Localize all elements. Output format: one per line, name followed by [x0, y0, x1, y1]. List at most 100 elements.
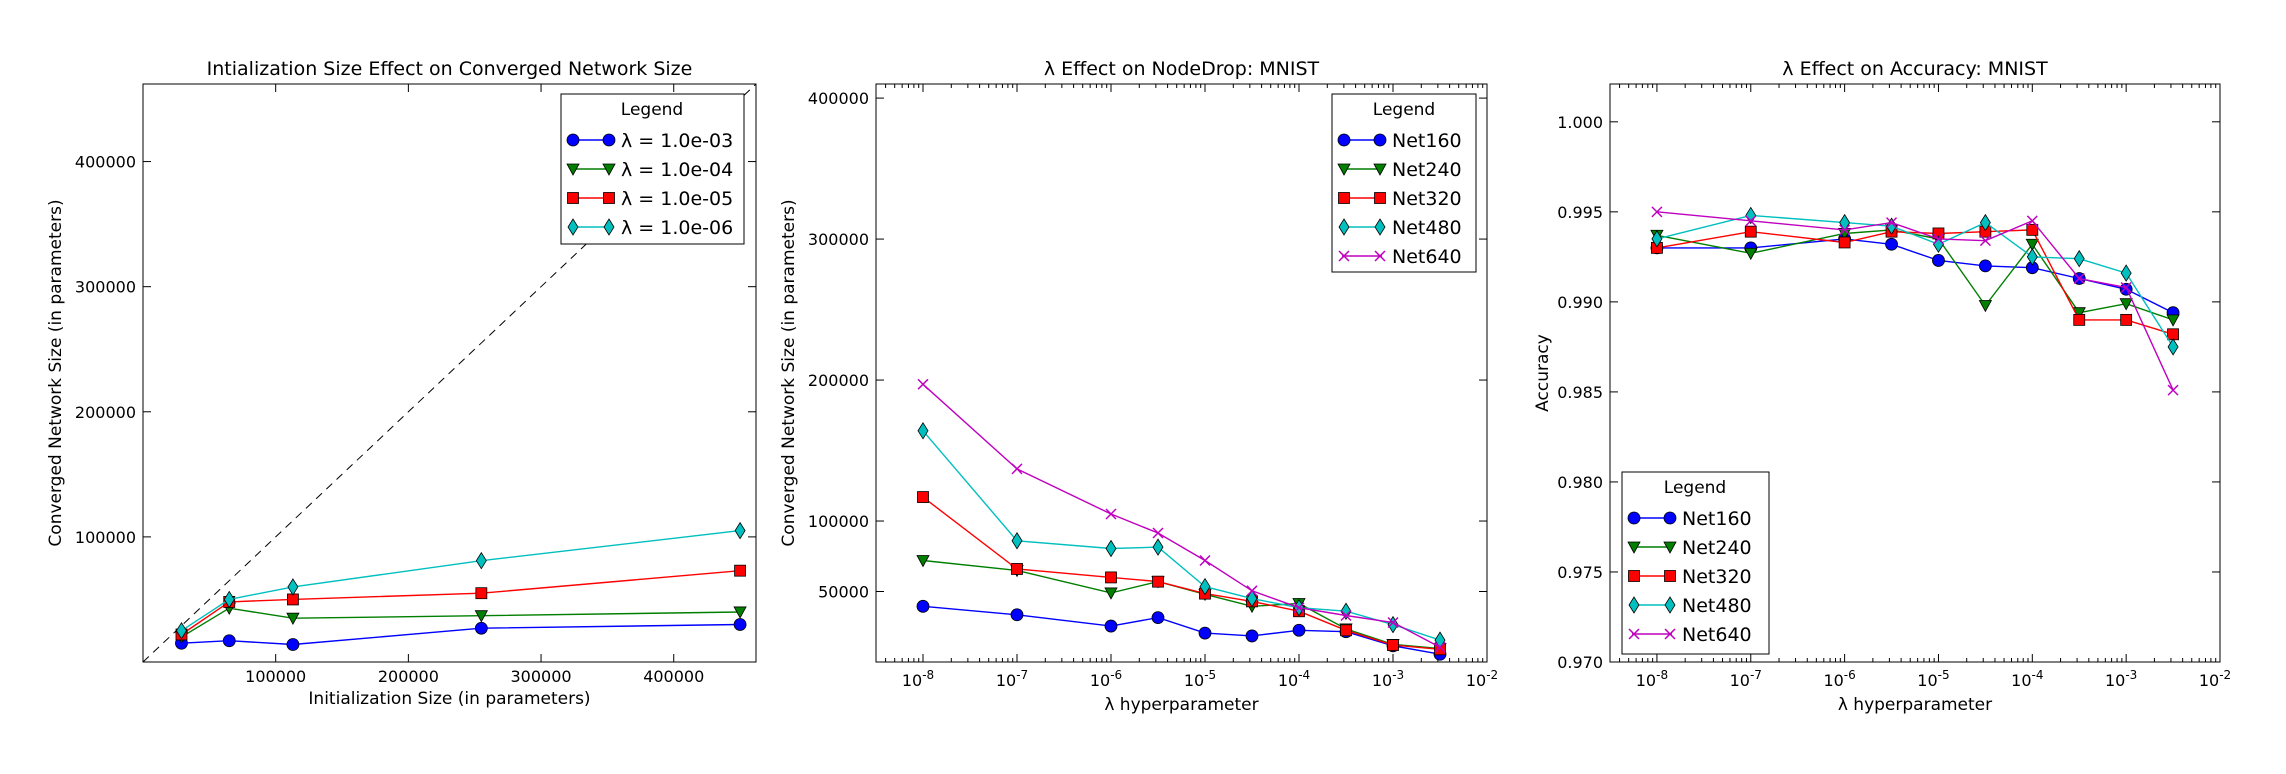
x-tick-label: 10-5 [1917, 668, 1949, 690]
data-point [1387, 616, 1399, 629]
data-point [1932, 233, 1944, 245]
legend-item: Net240 [1337, 159, 1462, 181]
y-tick-label: 100000 [75, 528, 136, 547]
data-point [2119, 282, 2133, 296]
legend-label: Net640 [1392, 246, 1462, 268]
data-point [1011, 463, 1023, 475]
data-point [2167, 338, 2179, 356]
data-point [2120, 313, 2133, 326]
x-tick-label: 10-2 [2199, 668, 2231, 690]
legend-marker [1338, 192, 1350, 204]
data-point [1744, 247, 1758, 261]
legend-marker [566, 133, 580, 147]
series-line [1656, 229, 2174, 321]
legend-label: Net320 [1682, 566, 1752, 588]
data-point [1979, 213, 1991, 232]
x-tick-base: 10 [996, 671, 1016, 690]
legend-label: Net160 [1682, 508, 1752, 530]
x-tick-exponent: -5 [1204, 668, 1216, 682]
series-net640 [917, 378, 1446, 653]
legend-marker [602, 133, 616, 147]
x-tick-base: 10 [1917, 671, 1937, 690]
series-line [1656, 229, 2174, 335]
legend-marker [1664, 628, 1676, 640]
legend-marker [602, 163, 616, 176]
legend-label: Net480 [1392, 217, 1462, 239]
data-point [1198, 626, 1212, 640]
series-line [181, 607, 741, 638]
y-tick-label: 200000 [808, 371, 869, 390]
legend-label: λ = 1.0e-05 [621, 188, 733, 210]
legend-marker [567, 192, 579, 204]
x-tick-label: 100000 [245, 667, 306, 686]
legend-marker [1664, 596, 1676, 614]
axes-frame [1609, 83, 2221, 663]
x-tick-label: 10-2 [1466, 668, 1498, 690]
axes-frame [875, 83, 1488, 663]
data-point [1246, 589, 1258, 608]
data-point [474, 621, 488, 635]
x-tick-exponent: -7 [1016, 668, 1028, 682]
x-tick-label: 200000 [378, 667, 439, 686]
y-tick-label: 0.990 [1557, 293, 1603, 312]
data-point [1199, 577, 1211, 596]
y-tick-label: 0.975 [1557, 563, 1603, 582]
legend-marker [1663, 511, 1677, 525]
x-tick-base: 10 [1636, 671, 1656, 690]
x-tick-base: 10 [1278, 671, 1298, 690]
legend-title: Legend [1373, 100, 1435, 120]
y-tick-label: 50000 [818, 583, 869, 602]
series-net160 [1650, 232, 2180, 320]
x-tick-label: 10-7 [1730, 668, 1762, 690]
series-line [1656, 214, 2174, 348]
data-point [1434, 641, 1446, 653]
data-point [1745, 215, 1757, 227]
x-tick-exponent: -2 [1486, 668, 1498, 682]
legend-label: λ = 1.0e-04 [621, 159, 733, 181]
x-tick-base: 10 [2199, 671, 2219, 690]
x-tick-base: 10 [902, 671, 922, 690]
series-line [181, 623, 741, 646]
legend-marker [1627, 511, 1641, 525]
legend-item: Net160 [1627, 508, 1752, 530]
legend-item: λ = 1.0e-05 [567, 188, 733, 210]
x-tick-label: 10-7 [996, 668, 1028, 690]
legend-marker [1664, 570, 1676, 582]
x-tick-exponent: -6 [1110, 668, 1122, 682]
y-tick-label: 0.995 [1557, 203, 1603, 222]
y-tick-label: 300000 [808, 230, 869, 249]
series-net240 [1650, 224, 2180, 327]
legend-label: Net240 [1682, 537, 1752, 559]
data-point [1340, 609, 1352, 622]
legend-marker [1374, 250, 1386, 262]
data-point [1979, 235, 1991, 247]
legend-item: Net480 [1628, 595, 1752, 617]
data-point [1978, 259, 1992, 273]
x-tick-label: 10-3 [1372, 668, 1404, 690]
x-tick-label: 10-8 [902, 668, 934, 690]
data-point [1651, 206, 1663, 218]
y-axis-label: Converged Network Size (in parameters) [46, 199, 66, 546]
x-tick-label: 10-5 [1184, 668, 1216, 690]
legend-marker [1628, 570, 1640, 582]
y-tick-label: 1.000 [1557, 113, 1603, 132]
legend-marker [1374, 218, 1386, 236]
legend-item: Net320 [1628, 566, 1752, 588]
legend-box [1621, 471, 1770, 655]
x-tick-exponent: -8 [922, 668, 934, 682]
data-point [1104, 587, 1118, 600]
legend-item: Net240 [1627, 537, 1752, 559]
data-point [2120, 281, 2132, 294]
series-line [922, 605, 1441, 655]
y-tick-label: 100000 [808, 512, 869, 531]
series-line [922, 559, 1441, 650]
x-tick-exponent: -3 [2125, 668, 2137, 682]
data-point [917, 422, 929, 440]
data-point [1744, 225, 1757, 238]
x-tick-label: 10-4 [1278, 668, 1310, 690]
data-point [2073, 313, 2086, 326]
series-line [922, 383, 1441, 648]
x-tick-label: 300000 [511, 667, 572, 686]
data-point [1839, 224, 1851, 236]
